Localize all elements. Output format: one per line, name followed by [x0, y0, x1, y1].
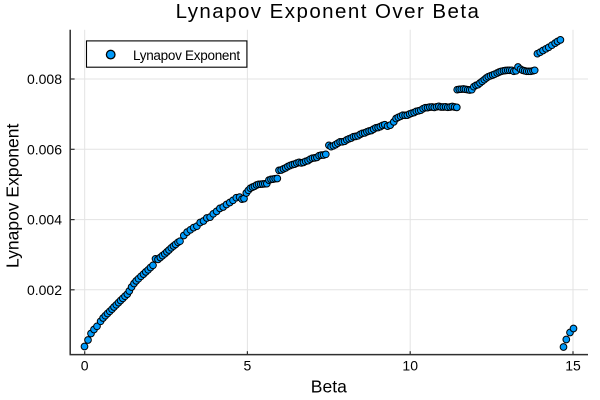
svg-text:Beta: Beta [311, 377, 347, 397]
svg-text:Lynapov Exponent: Lynapov Exponent [133, 48, 240, 63]
svg-text:10: 10 [402, 358, 418, 374]
svg-text:0.006: 0.006 [27, 141, 62, 157]
svg-text:0.008: 0.008 [27, 71, 62, 87]
svg-text:0.002: 0.002 [27, 282, 62, 298]
svg-text:15: 15 [565, 358, 581, 374]
svg-text:5: 5 [244, 358, 252, 374]
svg-text:Lynapov Exponent Over Beta: Lynapov Exponent Over Beta [176, 0, 481, 23]
svg-text:Lynapov Exponent: Lynapov Exponent [3, 124, 23, 268]
svg-text:0: 0 [81, 358, 89, 374]
svg-text:0.004: 0.004 [27, 212, 62, 228]
